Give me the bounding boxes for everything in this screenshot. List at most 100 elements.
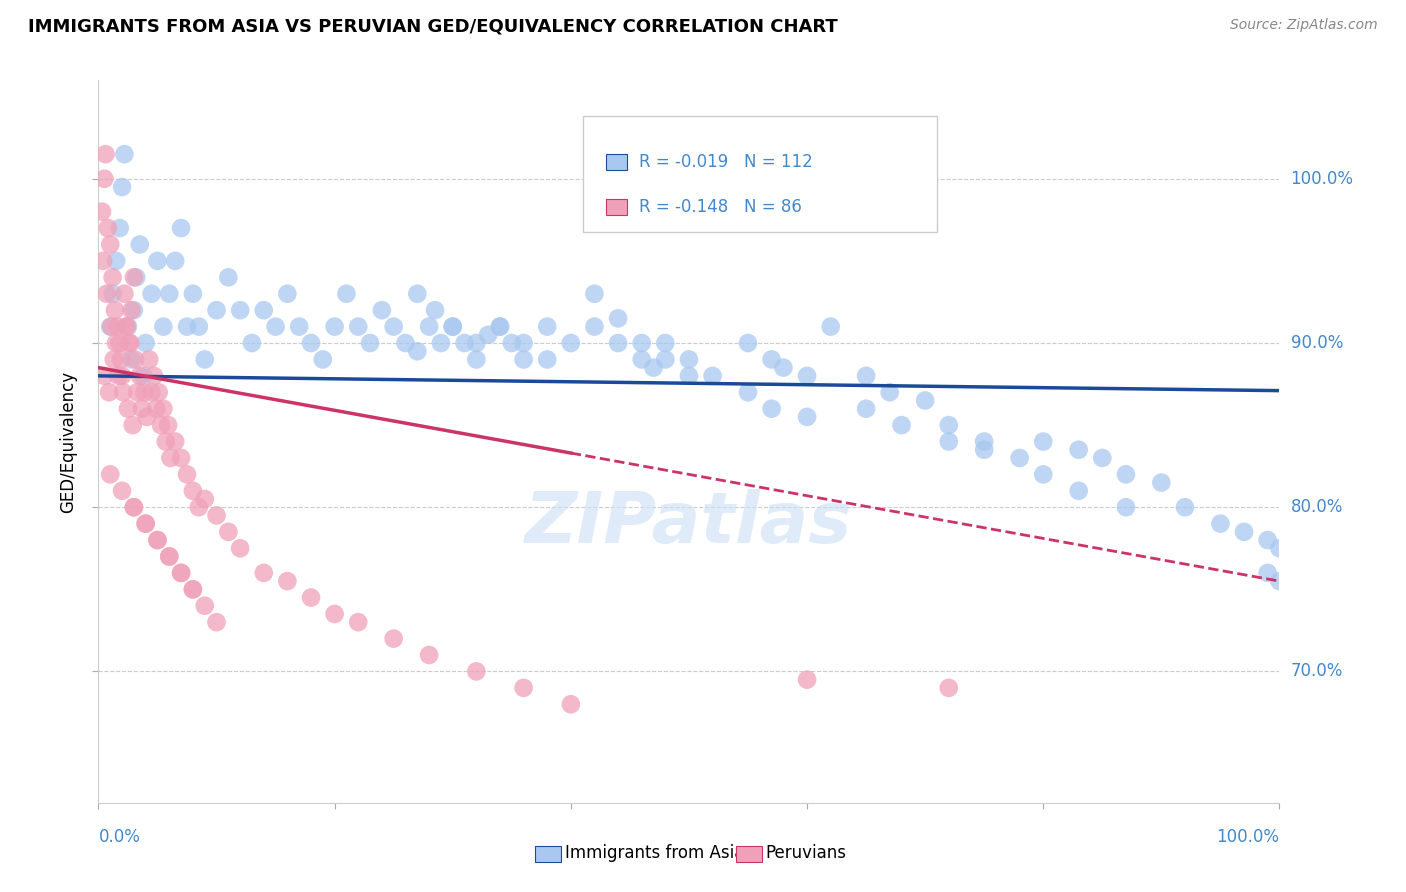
Text: ZIPatlas: ZIPatlas — [526, 489, 852, 558]
Point — [159, 450, 181, 465]
Text: Source: ZipAtlas.com: Source: ZipAtlas.com — [1230, 18, 1378, 32]
Point — [176, 467, 198, 482]
Point — [654, 352, 676, 367]
Point — [194, 599, 217, 613]
Point — [772, 360, 794, 375]
Point — [489, 319, 512, 334]
Point — [737, 385, 759, 400]
Point — [371, 303, 394, 318]
Point — [312, 352, 335, 367]
Point — [643, 360, 665, 375]
Point — [103, 352, 125, 367]
Point — [101, 286, 124, 301]
Point — [146, 533, 169, 547]
Point — [152, 401, 174, 416]
Point — [1008, 450, 1031, 465]
Point — [138, 352, 160, 367]
Point — [146, 533, 169, 547]
Point — [194, 352, 217, 367]
Point — [630, 336, 652, 351]
Point — [125, 270, 148, 285]
Point — [117, 319, 139, 334]
Point — [1067, 483, 1090, 498]
Point — [120, 336, 142, 351]
Bar — [737, 847, 762, 862]
Point — [536, 352, 558, 367]
Text: Immigrants from Asia: Immigrants from Asia — [565, 845, 744, 863]
Point — [145, 401, 167, 416]
Point — [512, 352, 534, 367]
Point — [157, 549, 180, 564]
Point — [115, 319, 138, 334]
Point — [122, 270, 145, 285]
Point — [630, 352, 652, 367]
Point — [465, 352, 488, 367]
Point — [276, 286, 298, 301]
Point — [111, 483, 134, 498]
Point — [737, 336, 759, 351]
Point — [560, 336, 582, 351]
Point — [187, 500, 209, 515]
Point — [205, 303, 228, 318]
Point — [122, 303, 145, 318]
Point — [194, 491, 217, 506]
Point — [107, 368, 129, 383]
Point — [560, 698, 582, 712]
Point — [1209, 516, 1232, 531]
Point — [148, 385, 170, 400]
Point — [914, 393, 936, 408]
Point — [105, 336, 128, 351]
Point — [441, 319, 464, 334]
Point — [453, 336, 475, 351]
Point — [1115, 500, 1137, 515]
Point — [181, 286, 204, 301]
Point — [121, 418, 143, 433]
Point — [112, 286, 135, 301]
Point — [157, 549, 180, 564]
Point — [347, 615, 370, 630]
Point — [112, 385, 135, 400]
Point — [1067, 442, 1090, 457]
Point — [170, 566, 193, 580]
Point — [678, 368, 700, 383]
Point — [299, 591, 322, 605]
Point — [181, 582, 204, 597]
Point — [418, 648, 440, 662]
Point — [98, 237, 121, 252]
Bar — [606, 154, 627, 170]
Point — [253, 303, 276, 318]
Point — [973, 434, 995, 449]
Point — [205, 508, 228, 523]
Point — [170, 450, 193, 465]
Point — [217, 270, 239, 285]
Point — [181, 582, 204, 597]
Point — [1115, 467, 1137, 482]
Point — [229, 541, 252, 556]
Point — [820, 319, 842, 334]
Text: R = -0.019   N = 112: R = -0.019 N = 112 — [638, 153, 813, 171]
Point — [512, 336, 534, 351]
Point — [264, 319, 287, 334]
Point — [288, 319, 311, 334]
Point — [1268, 541, 1291, 556]
Point — [583, 286, 606, 301]
Point — [135, 516, 157, 531]
Point — [938, 418, 960, 433]
Point — [112, 147, 135, 161]
Point — [382, 632, 405, 646]
Point — [761, 401, 783, 416]
Point — [176, 319, 198, 334]
Point — [654, 336, 676, 351]
Point — [128, 237, 150, 252]
Point — [157, 286, 180, 301]
Point — [93, 368, 115, 383]
Point — [796, 368, 818, 383]
Point — [423, 303, 446, 318]
Point — [240, 336, 263, 351]
Point — [890, 418, 912, 433]
Point — [205, 615, 228, 630]
Point — [117, 401, 139, 416]
Text: 80.0%: 80.0% — [1291, 499, 1343, 516]
Text: 100.0%: 100.0% — [1291, 169, 1354, 188]
Point — [105, 254, 128, 268]
